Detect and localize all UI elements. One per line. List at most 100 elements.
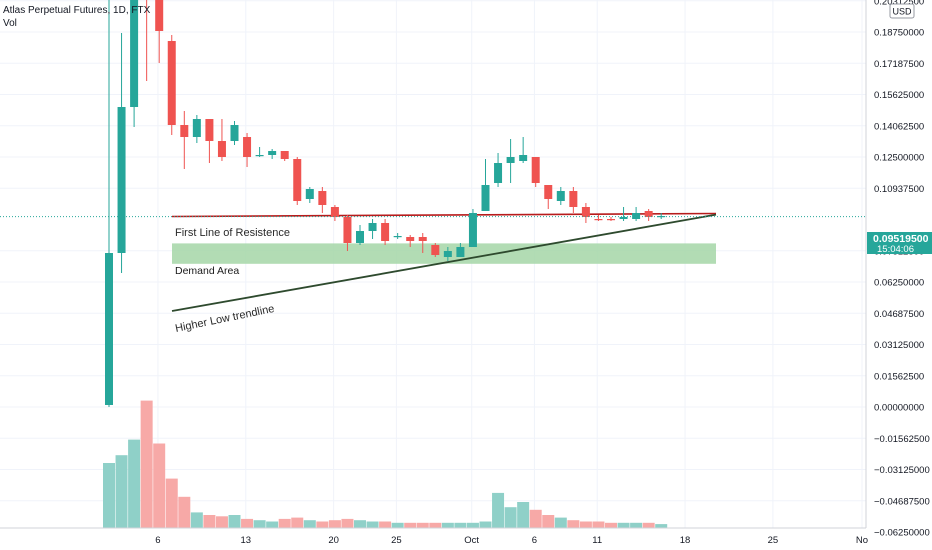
higher-low-trendline[interactable] — [171, 213, 717, 312]
volume-bar — [529, 509, 542, 528]
volume-bar — [504, 507, 517, 528]
volume-bar — [203, 515, 216, 528]
candle — [318, 187, 327, 213]
volume-bar — [228, 515, 241, 528]
candle — [531, 157, 540, 187]
volume-bar — [165, 478, 178, 528]
volume-bar — [316, 521, 329, 528]
candle-body — [619, 217, 628, 219]
candle — [406, 235, 415, 247]
candle — [381, 219, 390, 245]
candle-body — [318, 191, 327, 205]
candle — [130, 0, 139, 127]
candle-body — [381, 223, 390, 241]
volume-bar — [354, 520, 366, 528]
candle — [481, 159, 490, 211]
candle-body — [481, 185, 490, 211]
candle-body — [180, 125, 189, 137]
candle-body — [431, 245, 440, 255]
candle — [146, 0, 148, 81]
candle-body — [594, 219, 603, 221]
price-tick-label: −0.04687500 — [874, 496, 930, 507]
candle-body — [330, 207, 339, 217]
price-tick-label: 0.10937500 — [874, 184, 924, 195]
price-axis-background — [866, 0, 932, 550]
price-tick-label: 0.17187500 — [874, 59, 924, 70]
volume-bar — [140, 400, 153, 528]
price-tick-label: 0.15625000 — [874, 90, 924, 101]
resistance-label: First Line of Resistence — [175, 227, 290, 239]
candle-body — [506, 157, 515, 163]
candle — [607, 217, 615, 221]
candle — [192, 115, 201, 143]
time-tick-label: 18 — [680, 535, 691, 546]
candle — [569, 187, 578, 213]
candle-body — [167, 41, 176, 125]
candle — [581, 203, 590, 223]
volume-bar — [517, 502, 530, 528]
volume-bar — [404, 522, 417, 528]
candle-body — [644, 211, 653, 217]
price-tick-label: −0.01562500 — [874, 434, 930, 445]
candle-body — [569, 191, 578, 207]
volume-bar — [579, 521, 592, 528]
candle — [519, 137, 528, 163]
candle-body — [243, 137, 252, 157]
last-price-countdown: 15:04:06 — [877, 244, 914, 255]
time-tick-labels: 6 13 20 25 Oct 6 11 18 25 No — [155, 535, 868, 546]
volume-bar — [617, 522, 630, 528]
candle — [619, 207, 628, 221]
volume-bar — [303, 520, 316, 528]
candle — [443, 247, 452, 261]
time-axis[interactable]: 6 13 20 25 Oct 6 11 18 25 No — [0, 527, 868, 550]
candle-body — [205, 119, 214, 141]
volume-bar — [429, 522, 442, 528]
candle-body — [356, 231, 364, 243]
candle-body — [280, 151, 289, 159]
candle-body — [343, 217, 352, 243]
candle — [255, 147, 264, 157]
volume-bar — [466, 522, 479, 528]
candle — [456, 243, 465, 257]
volume-bar — [366, 521, 379, 528]
candle-body — [607, 219, 615, 221]
volume-bar — [178, 496, 191, 528]
volume-bar — [341, 518, 354, 528]
grid-lines — [0, 0, 866, 533]
candle-body — [632, 213, 641, 219]
volume-bar — [278, 518, 291, 528]
candle-body — [293, 159, 302, 201]
volume-bar — [291, 517, 304, 528]
candle-body — [556, 191, 565, 201]
price-axis[interactable]: 0.218750000.203125000.187500000.17187500… — [865, 0, 932, 550]
candle — [155, 0, 164, 63]
candle — [330, 205, 339, 221]
price-tick-label: 0.12500000 — [874, 153, 924, 164]
resistance-line[interactable] — [171, 212, 717, 218]
time-tick-label: 25 — [768, 535, 779, 546]
candle — [368, 219, 377, 239]
candle — [217, 119, 226, 161]
volume-bar — [215, 516, 228, 528]
candle — [167, 35, 176, 135]
volume-bar — [605, 522, 617, 528]
last-price-value: 0.09519500 — [873, 233, 929, 245]
volume-bar — [103, 463, 115, 528]
price-tick-label: 0.00000000 — [874, 403, 924, 414]
candle-body — [255, 155, 264, 157]
candle — [268, 149, 277, 159]
candle-body — [443, 251, 452, 257]
candle — [243, 133, 252, 167]
volume-bar — [391, 522, 404, 528]
price-tick-label: 0.04687500 — [874, 309, 924, 320]
candle-body — [468, 213, 477, 247]
candle-body — [155, 0, 164, 31]
candle-body — [393, 236, 402, 238]
time-tick-label: 25 — [391, 535, 402, 546]
currency-badge[interactable] — [889, 3, 915, 19]
time-tick-label: Oct — [464, 535, 479, 546]
candle — [431, 243, 440, 257]
volume-bar — [655, 524, 668, 528]
time-tick-label: No — [856, 535, 868, 546]
